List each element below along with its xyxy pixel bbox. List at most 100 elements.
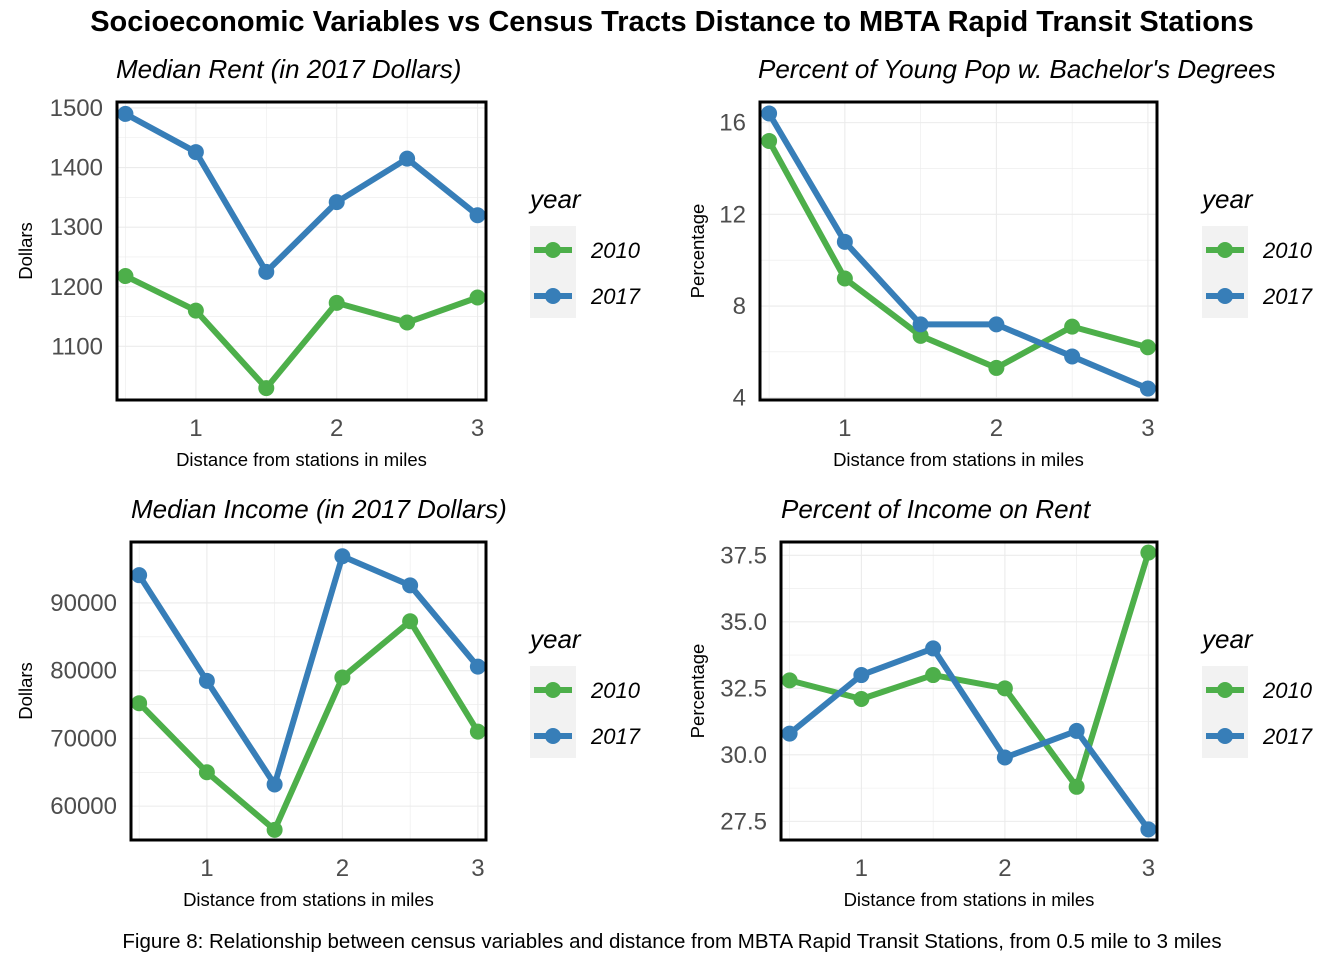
series-line-2010 bbox=[766, 139, 1149, 371]
x-tick-label: 3 bbox=[471, 855, 484, 882]
y-tick-label: 80000 bbox=[50, 658, 117, 685]
legend-title: year bbox=[1200, 624, 1254, 654]
data-point-2010 bbox=[1068, 778, 1085, 795]
x-tick-label: 1 bbox=[189, 415, 202, 442]
data-point-2010 bbox=[258, 380, 275, 397]
data-point-2010 bbox=[781, 672, 798, 689]
data-point-2017 bbox=[1064, 348, 1081, 365]
legend-item-label: 2010 bbox=[1262, 678, 1313, 703]
data-point-2010 bbox=[836, 270, 853, 287]
data-point-2017 bbox=[912, 316, 929, 333]
chart-title: Percent of Young Pop w. Bachelor's Degre… bbox=[758, 54, 1276, 84]
data-point-2010 bbox=[402, 613, 419, 630]
x-tick-label: 2 bbox=[336, 855, 349, 882]
chart-title: Median Income (in 2017 Dollars) bbox=[131, 494, 507, 524]
x-tick-label: 1 bbox=[855, 855, 868, 882]
legend-title: year bbox=[1200, 184, 1254, 214]
x-tick-label: 2 bbox=[330, 415, 343, 442]
legend-key-background bbox=[1202, 226, 1248, 318]
x-tick-label: 2 bbox=[998, 855, 1011, 882]
y-tick-label: 12 bbox=[719, 201, 746, 228]
legend: year 2010 2017 bbox=[1200, 184, 1313, 318]
data-point-2010 bbox=[988, 359, 1005, 376]
legend-key-background bbox=[1202, 666, 1248, 758]
chart-panel-median-rent: Median Rent (in 2017 Dollars) 1 2 3 1100 1200… bbox=[15, 54, 641, 470]
legend-key-point-2010 bbox=[1217, 242, 1233, 258]
legend: year 2010 2017 bbox=[528, 624, 641, 758]
data-point-2010 bbox=[469, 289, 486, 306]
legend-item-label: 2017 bbox=[1262, 284, 1313, 309]
data-point-2017 bbox=[853, 667, 870, 684]
legend-key-point-2010 bbox=[545, 242, 561, 258]
data-point-2010 bbox=[912, 327, 929, 344]
figure-caption: Figure 8: Relationship between census va… bbox=[122, 930, 1222, 953]
y-tick-label: 70000 bbox=[50, 725, 117, 752]
x-axis-label: Distance from stations in miles bbox=[833, 449, 1084, 470]
series-line-2017 bbox=[136, 553, 481, 788]
data-point-2010 bbox=[925, 667, 942, 684]
plot-border bbox=[779, 540, 1159, 842]
data-point-2010 bbox=[334, 669, 351, 686]
y-tick-label: 1400 bbox=[50, 155, 103, 182]
data-point-2017 bbox=[198, 672, 215, 689]
data-point-2017 bbox=[258, 263, 275, 280]
data-point-2017 bbox=[1139, 380, 1156, 397]
chart-panel-bachelors: Percent of Young Pop w. Bachelor's Degre… bbox=[687, 54, 1313, 470]
x-axis-label: Distance from stations in miles bbox=[176, 449, 427, 470]
data-point-2017 bbox=[402, 577, 419, 594]
data-point-2010 bbox=[996, 680, 1013, 697]
data-point-2017 bbox=[334, 548, 351, 565]
legend-key-point-2010 bbox=[545, 682, 561, 698]
data-point-2010 bbox=[187, 302, 204, 319]
y-tick-label: 37.5 bbox=[720, 542, 767, 569]
legend: year 2010 2017 bbox=[528, 184, 641, 318]
y-tick-label: 16 bbox=[719, 110, 746, 137]
data-point-2017 bbox=[266, 776, 283, 793]
legend-key-point-2010 bbox=[1217, 682, 1233, 698]
data-point-2017 bbox=[187, 144, 204, 161]
legend-key-point-2017 bbox=[1217, 288, 1233, 304]
data-point-2010 bbox=[469, 723, 486, 740]
data-point-2017 bbox=[117, 105, 134, 122]
data-point-2017 bbox=[1068, 722, 1085, 739]
legend-key-point-2017 bbox=[545, 728, 561, 744]
data-point-2017 bbox=[761, 105, 778, 122]
data-point-2017 bbox=[1140, 821, 1157, 838]
x-tick-label: 2 bbox=[990, 415, 1003, 442]
x-axis-label: Distance from stations in miles bbox=[183, 889, 434, 910]
legend-key-background bbox=[530, 226, 576, 318]
y-tick-label: 32.5 bbox=[720, 675, 767, 702]
plot-border bbox=[758, 100, 1159, 402]
data-point-2010 bbox=[1064, 318, 1081, 335]
y-tick-label: 1100 bbox=[51, 333, 103, 360]
data-point-2017 bbox=[469, 658, 486, 675]
x-tick-label: 3 bbox=[471, 415, 484, 442]
y-tick-label: 35.0 bbox=[720, 609, 767, 636]
legend-key-point-2017 bbox=[1217, 728, 1233, 744]
y-axis-label: Percentage bbox=[687, 204, 708, 299]
x-tick-label: 3 bbox=[1141, 415, 1154, 442]
series-line-2010 bbox=[136, 618, 481, 833]
data-point-2017 bbox=[781, 725, 798, 742]
y-tick-label: 27.5 bbox=[720, 808, 767, 835]
series-line-2017 bbox=[766, 111, 1150, 392]
data-point-2017 bbox=[131, 567, 148, 584]
y-tick-label: 60000 bbox=[50, 793, 117, 820]
x-tick-label: 3 bbox=[1142, 855, 1155, 882]
data-point-2017 bbox=[925, 640, 942, 657]
x-axis-label: Distance from stations in miles bbox=[844, 889, 1095, 910]
y-axis-label: Dollars bbox=[15, 222, 36, 280]
series-line-2017 bbox=[787, 645, 1151, 832]
data-point-2010 bbox=[266, 821, 283, 838]
data-point-2010 bbox=[1140, 544, 1157, 561]
legend-item-label: 2017 bbox=[590, 724, 641, 749]
data-point-2017 bbox=[996, 749, 1013, 766]
legend: year 2010 2017 bbox=[1200, 624, 1313, 758]
figure-title: Socioeconomic Variables vs Census Tracts… bbox=[90, 6, 1254, 38]
data-point-2017 bbox=[836, 233, 853, 250]
chart-panel-income-on-rent: Percent of Income on Rent 1 2 3 27.5 30.0 32.5… bbox=[687, 494, 1313, 910]
x-tick-label: 1 bbox=[200, 855, 213, 882]
y-tick-label: 1500 bbox=[50, 95, 103, 122]
chart-title: Median Rent (in 2017 Dollars) bbox=[116, 54, 461, 84]
legend-item-label: 2017 bbox=[590, 284, 641, 309]
